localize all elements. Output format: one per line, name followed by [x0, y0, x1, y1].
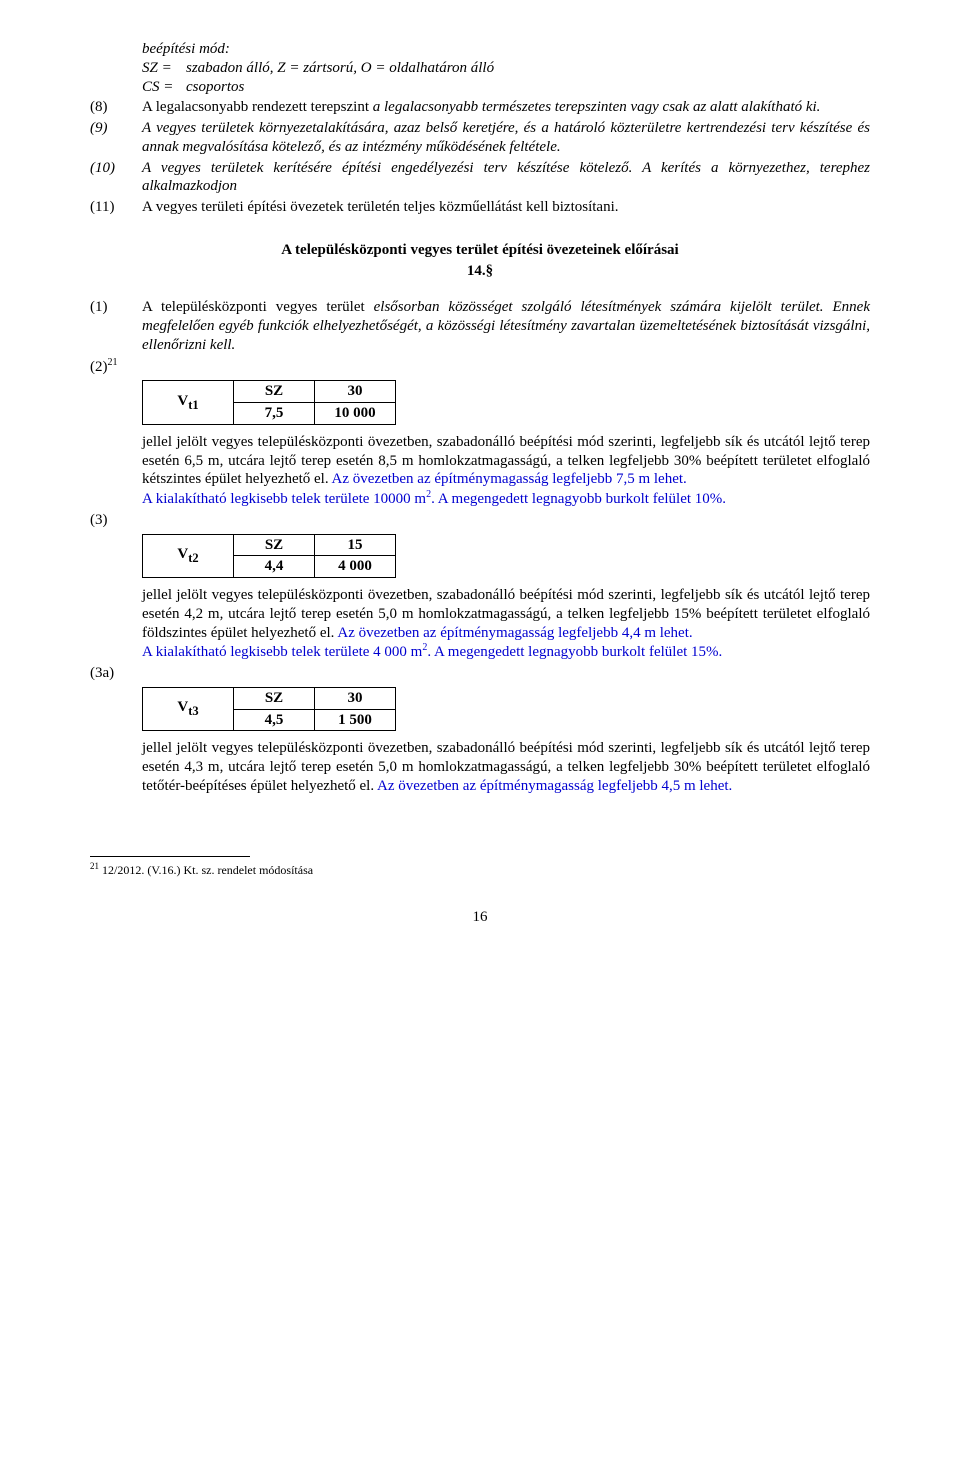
block3-blue1: Az övezetben az építménymagasság legfelj…	[374, 778, 732, 794]
para-9-body: A vegyes területek környezetalakítására,…	[142, 119, 870, 157]
defs-block: beépítési mód: SZ = szabadon álló, Z = z…	[142, 40, 870, 96]
para-8-lead: A legalacsonyabb rendezett terepszint	[142, 99, 373, 115]
para-2: (2)21	[90, 357, 870, 377]
zone3-label: Vt3	[143, 687, 234, 731]
zone2-r2c1: 4,4	[234, 556, 315, 578]
block3: jellel jelölt vegyes településközponti ö…	[142, 739, 870, 795]
zone3-r2c2: 1 500	[315, 709, 396, 731]
zone-table-vt2: Vt2 SZ 15 4,4 4 000	[142, 534, 396, 579]
zone1-label: Vt1	[143, 381, 234, 425]
zone2-label: Vt2	[143, 534, 234, 578]
para-8-ital: a legalacsonyabb természetes terepszinte…	[373, 99, 821, 115]
para-1-lead: A településközponti vegyes terület	[142, 299, 365, 315]
section-number: 14.§	[90, 262, 870, 281]
zone3-r1c1: SZ	[234, 687, 315, 709]
def-sz-text: szabadon álló, Z = zártsorú, O = oldalha…	[186, 59, 494, 78]
para-10-body: A vegyes területek kerítésére építési en…	[142, 159, 870, 197]
para-2-sup: 21	[108, 357, 118, 368]
zone2-r1c2: 15	[315, 534, 396, 556]
block2-blue1: Az övezetben az építménymagasság legfelj…	[334, 625, 692, 641]
footnote-text: 12/2012. (V.16.) Kt. sz. rendelet módosí…	[99, 863, 313, 877]
para-11-num: (11)	[90, 198, 142, 217]
def-cs-key: CS =	[142, 78, 186, 97]
para-2-num-text: (2)	[90, 359, 108, 375]
zone1-r1c1: SZ	[234, 381, 315, 403]
para-3: (3)	[90, 511, 870, 530]
page-number: 16	[90, 908, 870, 927]
para-3a: (3a)	[90, 664, 870, 683]
para-3-num: (3)	[90, 511, 142, 530]
footnote: 21 12/2012. (V.16.) Kt. sz. rendelet mód…	[90, 861, 870, 878]
zone3-r2c1: 4,5	[234, 709, 315, 731]
para-9: (9) A vegyes területek környezetalakítás…	[90, 119, 870, 157]
para-8-body: A legalacsonyabb rendezett terepszint a …	[142, 98, 870, 117]
zone2-r2c2: 4 000	[315, 556, 396, 578]
zone1-r1c2: 30	[315, 381, 396, 403]
para-1: (1) A településközponti vegyes terület e…	[90, 298, 870, 354]
block2: jellel jelölt vegyes településközponti ö…	[142, 586, 870, 662]
def-cs-text: csoportos	[186, 78, 244, 97]
def-sz-key: SZ =	[142, 59, 186, 78]
zone1-r2c1: 7,5	[234, 403, 315, 425]
zone3-r1c2: 30	[315, 687, 396, 709]
block2-blue2: A kialakítható legkisebb telek területe …	[142, 644, 722, 660]
zone2-r1c1: SZ	[234, 534, 315, 556]
zone-table-vt1: Vt1 SZ 30 7,5 10 000	[142, 380, 396, 425]
para-3a-num: (3a)	[90, 664, 142, 683]
para-1-num: (1)	[90, 298, 142, 354]
para-1-body: A településközponti vegyes terület elsős…	[142, 298, 870, 354]
para-8-num: (8)	[90, 98, 142, 117]
para-8: (8) A legalacsonyabb rendezett terepszin…	[90, 98, 870, 117]
para-11-body: A vegyes területi építési övezetek terül…	[142, 198, 870, 217]
def-sz: SZ = szabadon álló, Z = zártsorú, O = ol…	[142, 59, 870, 78]
para-2-num: (2)21	[90, 357, 142, 377]
para-10-num: (10)	[90, 159, 142, 197]
zone-table-vt3: Vt3 SZ 30 4,5 1 500	[142, 687, 396, 732]
block1: jellel jelölt vegyes településközponti ö…	[142, 433, 870, 509]
footnote-sup: 21	[90, 861, 99, 871]
para-10: (10) A vegyes területek kerítésére építé…	[90, 159, 870, 197]
section-heading: A településközponti vegyes terület építé…	[90, 241, 870, 260]
block1-blue2: A kialakítható legkisebb telek területe …	[142, 491, 726, 507]
footnote-separator	[90, 856, 250, 857]
block1-blue1: Az övezetben az építménymagasság legfelj…	[329, 471, 687, 487]
zone1-r2c2: 10 000	[315, 403, 396, 425]
defs-heading: beépítési mód:	[142, 40, 870, 59]
para-11: (11) A vegyes területi építési övezetek …	[90, 198, 870, 217]
def-cs: CS = csoportos	[142, 78, 870, 97]
para-9-num: (9)	[90, 119, 142, 157]
